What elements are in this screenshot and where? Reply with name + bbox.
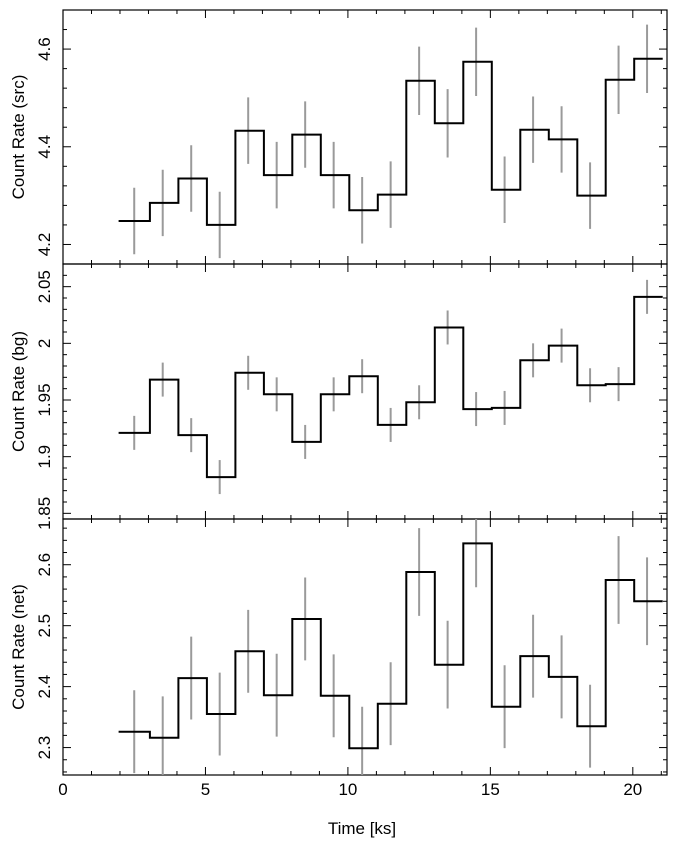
y-tick-label: 2.05	[35, 270, 54, 303]
x-tick-label: 10	[338, 780, 357, 799]
y-tick-label: 1.95	[35, 383, 54, 416]
y-tick-label: 4.6	[35, 37, 54, 61]
panel-3-y-axis-label: Count Rate (net)	[9, 584, 28, 710]
y-tick-label: 4.4	[35, 135, 54, 159]
y-tick-label: 1.85	[35, 497, 54, 530]
y-tick-label: 1.9	[35, 445, 54, 469]
panel-1-y-axis-label: Count Rate (src)	[9, 75, 28, 200]
y-tick-label: 2	[35, 339, 54, 348]
panel-2-step-line	[118, 295, 663, 479]
y-tick-label: 2.6	[35, 553, 54, 577]
panel-1-frame	[62, 9, 668, 265]
y-tick-label: 2.4	[35, 675, 54, 699]
x-axis-label: Time [ks]	[328, 819, 396, 838]
panel-2-y-axis-label: Count Rate (bg)	[9, 331, 28, 452]
panel-3-step-line	[118, 542, 663, 750]
panel-3-frame	[62, 518, 668, 776]
y-tick-label: 2.3	[35, 736, 54, 760]
x-tick-label: 15	[481, 780, 500, 799]
x-tick-label: 20	[623, 780, 642, 799]
y-tick-label: 2.5	[35, 614, 54, 638]
panel-1-step-line	[118, 57, 663, 226]
y-tick-label: 4.2	[35, 233, 54, 257]
panel-2-frame	[62, 263, 668, 520]
x-tick-label: 5	[201, 780, 210, 799]
x-tick-label: 0	[58, 780, 67, 799]
